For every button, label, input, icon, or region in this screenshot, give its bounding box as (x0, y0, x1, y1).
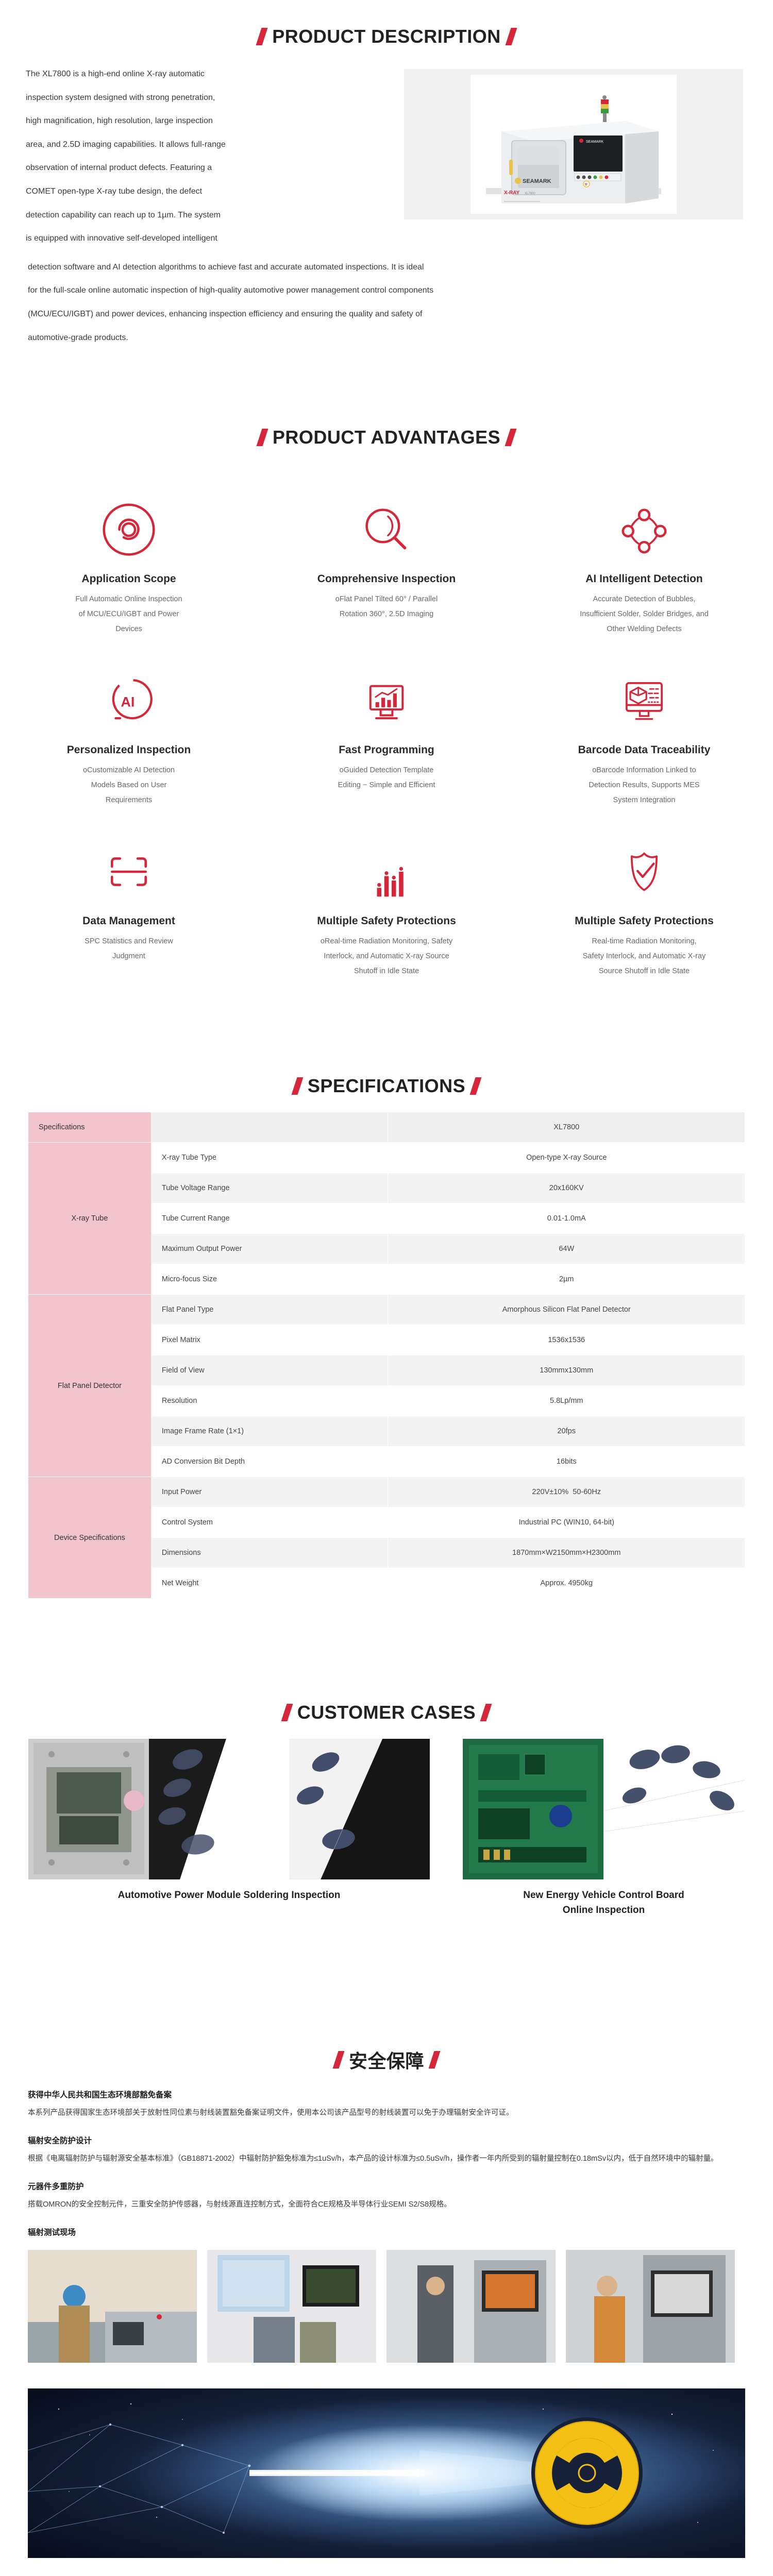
svg-text:X-RAY: X-RAY (504, 190, 520, 196)
svg-text:AI: AI (121, 694, 135, 709)
svg-text:XL7800: XL7800 (525, 192, 535, 195)
svg-text:SEAMARK: SEAMARK (523, 178, 551, 184)
svg-text:SEAMARK: SEAMARK (586, 140, 604, 144)
svg-text:☢: ☢ (584, 182, 587, 187)
